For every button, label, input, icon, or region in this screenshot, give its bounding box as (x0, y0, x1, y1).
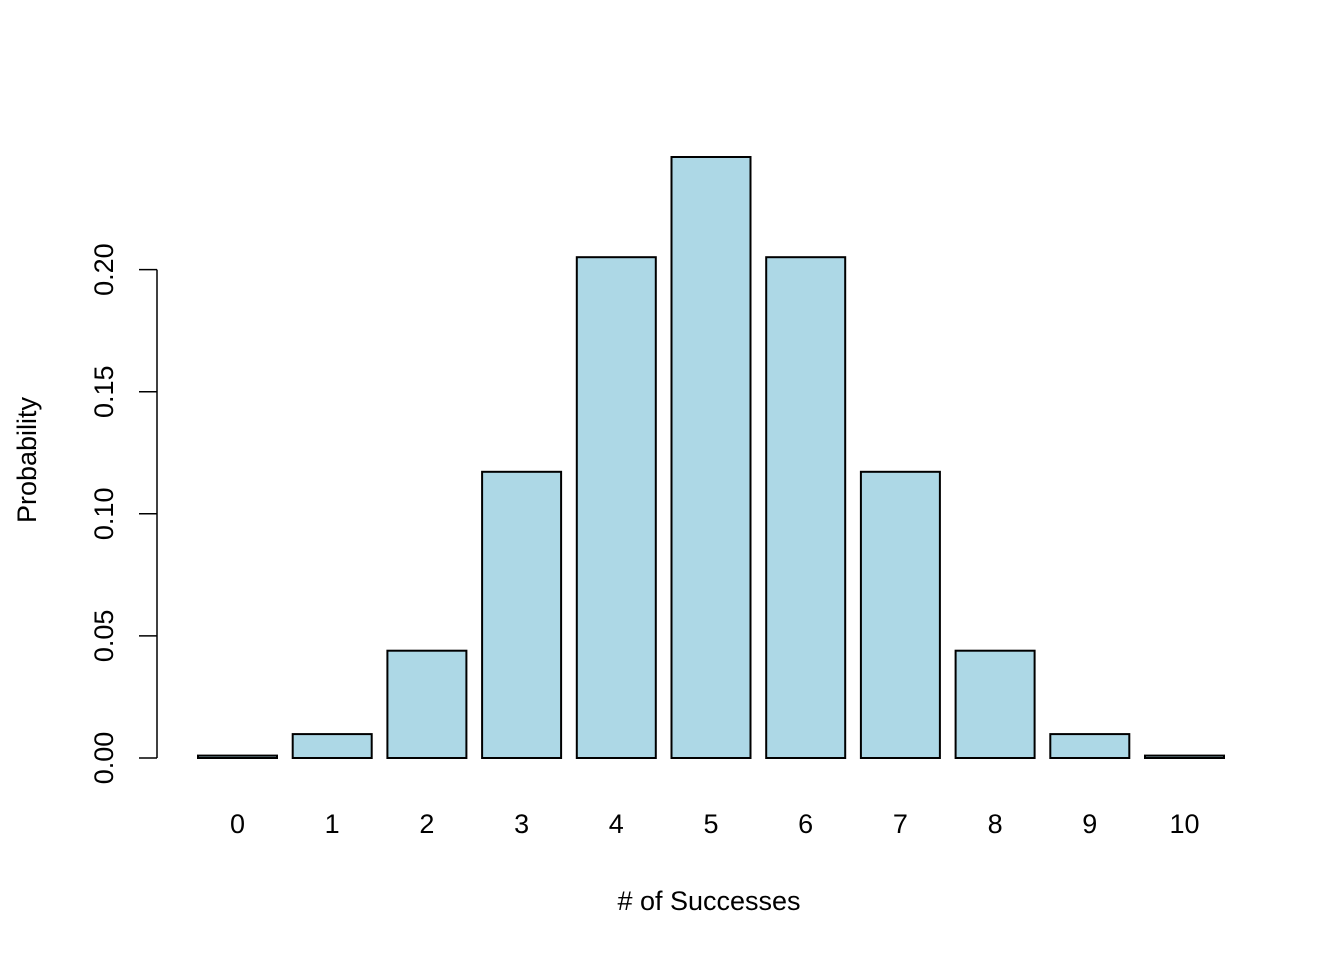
bar-1 (291, 733, 373, 759)
bar-8 (954, 649, 1036, 760)
x-tick-label: 5 (703, 809, 718, 839)
x-tick-label: 9 (1082, 809, 1097, 839)
y-axis: 0.00 0.05 0.10 0.15 0.20 (89, 243, 158, 785)
y-tick-label: 0.15 (89, 365, 119, 418)
x-tick-label: 7 (893, 809, 908, 839)
x-tick-label: 4 (609, 809, 624, 839)
bars (197, 156, 1225, 760)
bar-4 (575, 256, 657, 759)
x-tick-label: 8 (988, 809, 1003, 839)
y-tick-label: 0.10 (89, 488, 119, 541)
bar-9 (1049, 733, 1131, 759)
x-tick-label: 10 (1169, 809, 1199, 839)
x-tick-label: 6 (798, 809, 813, 839)
y-tick-label: 0.05 (89, 610, 119, 663)
x-tick-label: 0 (230, 809, 245, 839)
y-tick-label: 0.00 (89, 732, 119, 785)
x-axis-title: # of Successes (617, 886, 800, 916)
bar-0 (197, 754, 278, 759)
bar-3 (481, 470, 563, 759)
bar-2 (386, 649, 468, 760)
bar-10 (1144, 754, 1225, 759)
y-tick-label: 0.20 (89, 243, 119, 296)
x-tick-label: 1 (325, 809, 340, 839)
x-tick-label: 2 (419, 809, 434, 839)
y-axis-title: Probability (12, 396, 42, 523)
x-axis-labels: 0 1 2 3 4 5 6 7 8 9 10 (230, 809, 1200, 839)
x-tick-label: 3 (514, 809, 529, 839)
bar-6 (765, 256, 847, 759)
bar-5 (670, 156, 752, 759)
bar-7 (859, 470, 941, 759)
